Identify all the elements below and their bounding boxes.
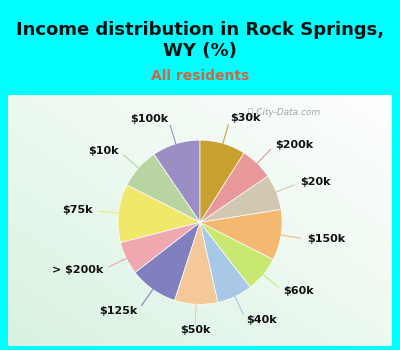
Wedge shape [200,222,273,287]
Text: $200k: $200k [275,140,314,149]
Wedge shape [200,176,281,222]
Wedge shape [200,209,282,260]
Text: ⓘ City-Data.com: ⓘ City-Data.com [248,108,321,117]
Wedge shape [120,222,200,273]
Text: $150k: $150k [307,234,345,244]
Text: $30k: $30k [230,113,260,123]
Text: Income distribution in Rock Springs,
WY (%): Income distribution in Rock Springs, WY … [16,21,384,60]
Wedge shape [200,153,268,222]
Wedge shape [175,222,218,304]
Text: $20k: $20k [300,177,331,187]
Text: $125k: $125k [100,306,138,316]
Text: $60k: $60k [283,286,314,296]
Text: $10k: $10k [88,146,119,156]
Text: $75k: $75k [62,205,92,215]
Wedge shape [200,140,244,222]
Wedge shape [127,154,200,222]
Wedge shape [154,140,200,222]
Wedge shape [135,222,200,300]
Text: $40k: $40k [246,315,277,325]
Wedge shape [118,185,200,243]
Text: > $200k: > $200k [52,265,103,275]
Text: $100k: $100k [130,114,168,124]
Text: All residents: All residents [151,69,249,83]
Wedge shape [200,222,250,302]
Text: $50k: $50k [180,325,210,335]
